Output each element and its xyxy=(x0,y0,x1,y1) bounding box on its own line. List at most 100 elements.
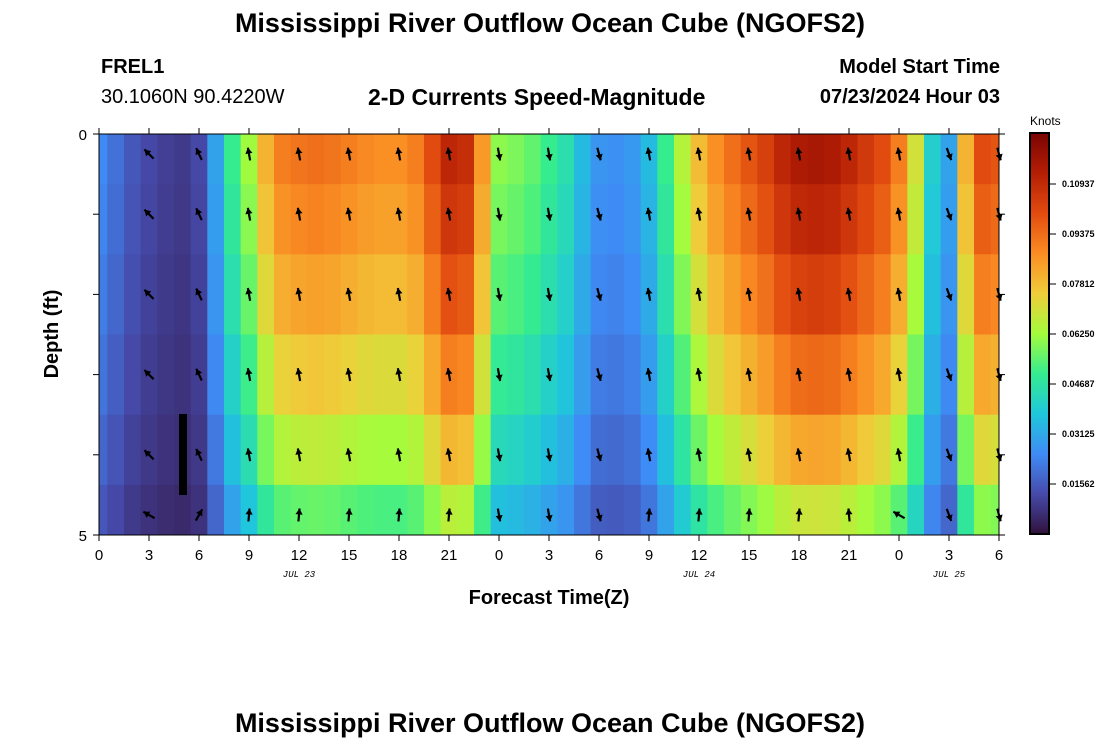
heatmap-cell xyxy=(374,484,392,535)
heatmap-cell xyxy=(607,134,625,185)
heatmap-cell xyxy=(124,414,142,486)
heatmap-cell xyxy=(957,484,975,535)
heatmap-cell xyxy=(457,334,475,416)
heatmap-cell xyxy=(124,134,142,185)
heatmap-cell xyxy=(757,184,775,255)
heatmap-cell xyxy=(974,254,992,336)
current-vector xyxy=(645,287,653,301)
x-tick-label: 18 xyxy=(391,547,408,564)
current-vector xyxy=(845,147,853,161)
current-vector xyxy=(695,448,703,462)
current-vector xyxy=(945,448,953,462)
heatmap-cell xyxy=(257,414,275,486)
heatmap-cell xyxy=(324,254,342,336)
heatmap-cell xyxy=(774,134,792,185)
heatmap-cell xyxy=(374,414,392,486)
heatmap-cell xyxy=(524,254,542,336)
heatmap-cell xyxy=(724,254,742,336)
current-vector xyxy=(545,368,553,382)
heatmap-cell xyxy=(574,484,592,535)
station-coordinates: 30.1060N 90.4220W xyxy=(101,86,285,108)
current-vector xyxy=(595,207,603,221)
heatmap-cell xyxy=(257,254,275,336)
heatmap-cell xyxy=(707,334,725,416)
heatmap-cell xyxy=(807,184,825,255)
current-vector xyxy=(745,508,753,522)
heatmap-cell xyxy=(874,334,892,416)
heatmap-cell xyxy=(274,334,292,416)
heatmap-cell xyxy=(907,134,925,185)
heatmap-cell xyxy=(140,484,158,535)
x-tick-label: 6 xyxy=(595,547,603,564)
current-vector xyxy=(142,510,156,520)
heatmap-cell xyxy=(707,414,725,486)
heatmap-cell xyxy=(774,334,792,416)
heatmap-cell xyxy=(807,334,825,416)
current-vector xyxy=(495,368,503,382)
heatmap-cell xyxy=(574,254,592,336)
heatmap-cell xyxy=(590,414,608,486)
heatmap-cell xyxy=(774,484,792,535)
date-labels: JUL 23 JUL 24 JUL 25 xyxy=(283,570,966,580)
current-vector xyxy=(345,448,353,462)
heatmap-cell xyxy=(574,134,592,185)
heatmap-cell xyxy=(224,484,242,535)
current-vector xyxy=(495,147,503,161)
heatmap-cell xyxy=(707,134,725,185)
heatmap-cell xyxy=(224,334,242,416)
current-vector xyxy=(595,287,603,301)
heatmap-cell xyxy=(974,414,992,486)
current-vector xyxy=(795,147,803,161)
current-vector xyxy=(295,448,303,462)
heatmap-cell xyxy=(957,414,975,486)
heatmap-cell xyxy=(157,184,175,255)
heatmap-cell xyxy=(824,484,842,535)
heatmap-cell xyxy=(574,334,592,416)
heatmap-cell xyxy=(99,134,108,185)
heatmap-cell xyxy=(307,134,325,185)
current-vector xyxy=(445,147,453,161)
heatmap-cell xyxy=(174,484,192,535)
heatmap-cell xyxy=(557,414,575,486)
heatmap-cell xyxy=(307,184,325,255)
heatmap-cell xyxy=(490,484,508,535)
current-vector xyxy=(495,207,503,221)
heatmap-cell xyxy=(824,254,842,336)
current-vector xyxy=(445,448,453,462)
current-vector xyxy=(245,147,253,161)
heatmap-cell xyxy=(207,254,225,336)
heatmap-cell xyxy=(624,134,642,185)
current-vector xyxy=(795,207,803,221)
y-tick-label: 0 xyxy=(79,127,87,144)
heatmap-cell xyxy=(907,184,925,255)
heatmap-cell xyxy=(657,134,675,185)
heatmap-cell xyxy=(724,484,742,535)
heatmap-cell xyxy=(174,254,192,336)
heatmap-cell xyxy=(874,484,892,535)
heatmap-cell xyxy=(207,334,225,416)
heatmap-cell xyxy=(940,184,958,255)
heatmap-cell xyxy=(174,134,192,185)
heatmap-cell xyxy=(140,414,158,486)
date-label: JUL 24 xyxy=(683,570,715,580)
current-vector xyxy=(595,508,603,522)
heatmap-cell xyxy=(324,184,342,255)
heatmap-cell xyxy=(574,184,592,255)
current-vector xyxy=(845,287,853,301)
heatmap-cell xyxy=(824,334,842,416)
x-tick-label: 6 xyxy=(195,547,203,564)
current-vector xyxy=(595,147,603,161)
heatmap-cell xyxy=(724,184,742,255)
heatmap-cell xyxy=(457,184,475,255)
current-vector xyxy=(195,368,203,381)
current-vector xyxy=(545,508,553,522)
x-tick-label: 15 xyxy=(341,547,358,564)
heatmap-cell xyxy=(724,414,742,486)
current-vector xyxy=(395,287,403,301)
heatmap-cell xyxy=(507,334,525,416)
current-vector xyxy=(194,508,204,522)
heatmap-cell xyxy=(524,414,542,486)
current-vector xyxy=(845,368,853,382)
current-vector xyxy=(895,368,903,382)
heatmap-cell xyxy=(157,254,175,336)
